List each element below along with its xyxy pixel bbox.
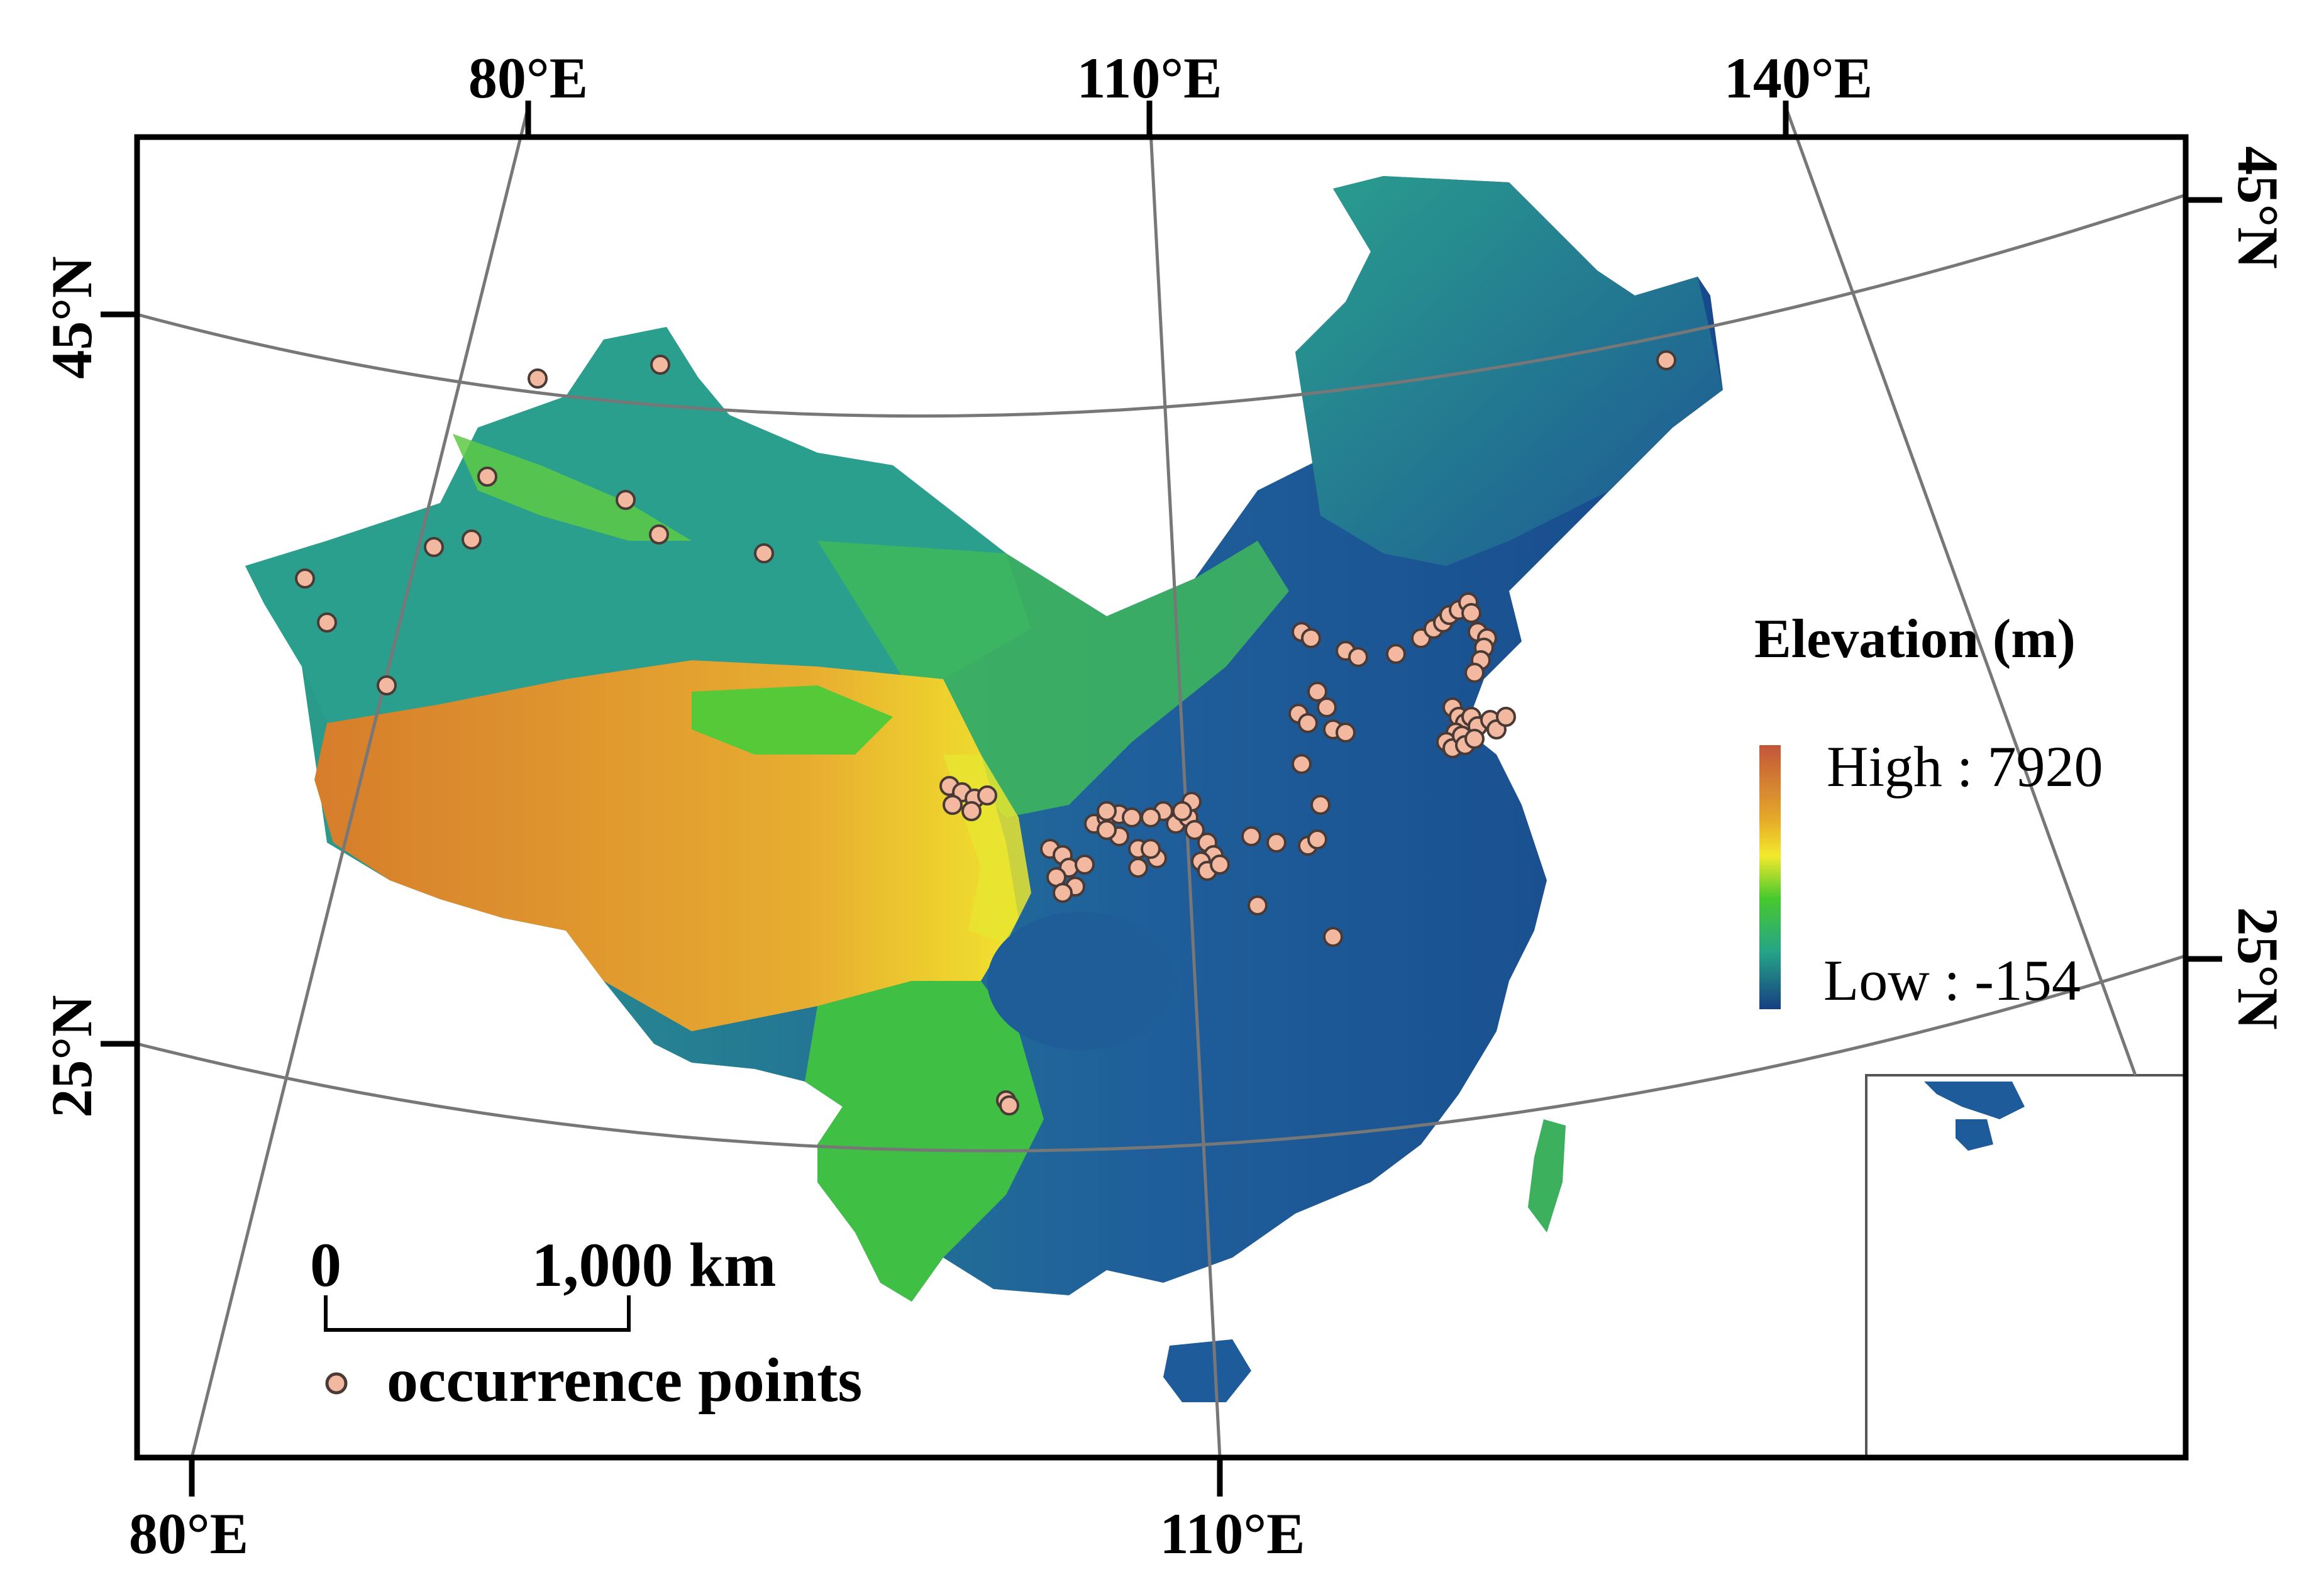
occurrence-point [1323,927,1343,947]
occurrence-point [1307,829,1327,850]
occurrence-point [1298,713,1318,733]
occurrence-point [1496,707,1516,727]
occurrence-point [1172,801,1192,821]
occurrence-point [1464,663,1485,683]
label-left-25n: 25°N [40,995,104,1117]
scale-bar-line [324,1295,631,1332]
occurrence-point [528,368,548,389]
occurrence-point [650,355,670,375]
occurrence-point [943,795,963,815]
label-right-25n: 25°N [2226,907,2290,1029]
occurrence-point [1336,722,1356,743]
occurrence-point [317,612,337,633]
occurrence-point [1097,820,1117,840]
legend-low-label: Low : -154 [1823,948,2081,1012]
occurrence-points [295,350,1676,1115]
meridian-140e-line [1784,106,2137,1076]
label-top-140e: 140°E [1724,46,1873,110]
occurrence-point [1053,883,1073,903]
label-bottom-80e: 80°E [129,1502,248,1566]
legend-color-ramp [1759,745,1781,1009]
parallel-45n [136,193,2186,418]
parallel-25n [136,954,2186,1153]
label-left-45n: 45°N [40,256,104,379]
inset-frame [1865,1074,2187,1459]
landmass-northeast [1295,176,1723,566]
scale-bar-end: 1,000 km [532,1230,777,1300]
meridian-110e-line [1148,106,1222,1458]
occurrence-label: occurrence points [387,1345,862,1415]
label-right-45n: 45°N [2226,146,2290,268]
landmass-north-green [817,541,1289,817]
occurrence-point [1464,729,1485,749]
label-bottom-110e: 110°E [1159,1502,1305,1566]
occurrence-symbol [325,1372,348,1395]
occurrence-point [1122,807,1142,827]
occurrence-point [477,467,497,487]
label-top-80e: 80°E [468,46,588,110]
occurrence-point [1386,644,1406,664]
landmass-hainan [1163,1339,1251,1402]
occurrence-point [977,785,997,805]
occurrence-point [754,543,774,563]
occurrence-point [1317,697,1337,717]
landmass-sichuan-basin [987,912,1176,1050]
occurrence-point [1266,833,1286,853]
legend-high-label: High : 7920 [1827,734,2103,799]
tick-marks [101,101,2222,1497]
scale-bar: 0 1,000 km [310,1230,777,1332]
occurrence-point [1307,682,1327,702]
meridian-80e-line [190,106,530,1458]
occurrence-point [1128,858,1148,878]
scale-bar-start: 0 [310,1230,341,1300]
landmass-tianshan [453,434,692,541]
occurrence-point [1461,603,1481,623]
occurrence-point [1075,855,1095,875]
map-border [134,134,2189,1461]
landmass-taiwan [1528,1119,1566,1232]
occurrence-point [999,1095,1019,1115]
occurrence-point [1292,754,1312,774]
legend-title: Elevation (m) [1754,609,2076,670]
inset-coast [1924,1082,2025,1119]
occurrence-point [1141,839,1161,859]
occurrence-point [1185,820,1205,840]
occurrence-point [295,568,315,589]
occurrence-point [1301,628,1321,648]
elevation-legend: Elevation (m) High : 7920 Low : -154 [1754,609,2103,1012]
occurrence-point [961,801,982,821]
occurrence-legend: occurrence points [325,1345,862,1415]
label-top-110e: 110°E [1076,46,1222,110]
graticule [136,106,2186,1458]
occurrence-point [462,529,482,550]
occurrence-point [616,490,636,510]
occurrence-point [1248,895,1268,916]
occurrence-point [1141,807,1161,827]
landmass-southwest [805,981,1044,1302]
inset-south-china-sea [1865,1074,2187,1459]
occurrence-point [1348,647,1368,667]
occurrence-point [1097,801,1117,821]
occurrence-point [1210,855,1230,875]
landmass-qaidam [692,685,893,755]
occurrence-point [1241,826,1261,846]
china-landmass [245,176,1723,1402]
occurrence-point [377,675,397,695]
occurrence-point [649,524,669,545]
inset-hainan [1956,1119,1993,1151]
occurrence-point [1656,350,1676,370]
occurrence-point [1310,795,1331,815]
occurrence-point [424,537,444,557]
